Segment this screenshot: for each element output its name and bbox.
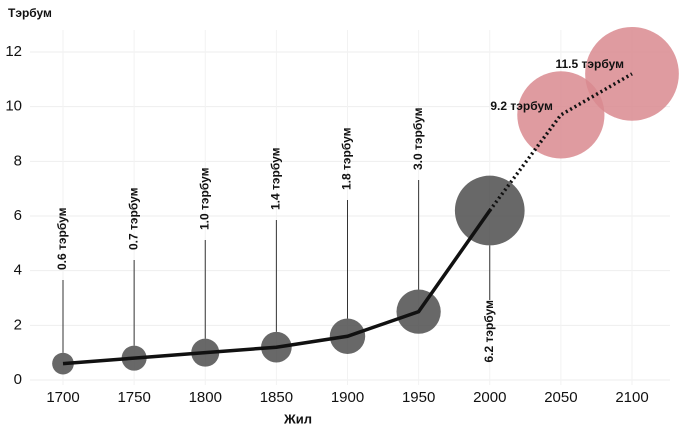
y-axis-label: Тэрбум — [8, 6, 52, 20]
annotation: 1.4 тэрбум — [269, 147, 283, 210]
y-tick-label: 0 — [14, 371, 22, 388]
annotation: 3.0 тэрбум — [411, 107, 425, 170]
x-tick-label: 1850 — [260, 389, 293, 406]
x-tick-label: 1900 — [331, 389, 364, 406]
x-tick-label: 2050 — [544, 389, 577, 406]
y-tick-label: 4 — [14, 262, 22, 279]
annotation: 1.8 тэрбум — [340, 127, 354, 190]
y-tick-label: 2 — [14, 316, 22, 333]
x-tick-label: 1750 — [117, 389, 150, 406]
y-tick-label: 10 — [5, 98, 22, 115]
bubble — [517, 71, 605, 159]
line — [62, 209, 492, 366]
y-tick-label: 8 — [14, 152, 22, 169]
x-tick-label: 1700 — [46, 389, 79, 406]
x-tick-label: 2000 — [473, 389, 506, 406]
x-tick-label: 2100 — [615, 389, 648, 406]
annotation: 0.6 тэрбум — [55, 207, 69, 270]
x-axis-label: Жил — [283, 411, 312, 426]
annotation: 9.2 тэрбум — [490, 99, 553, 113]
annotation: 6.2 тэрбум — [482, 300, 496, 363]
annotation: 0.7 тэрбум — [126, 187, 140, 250]
x-tick-label: 1800 — [189, 389, 222, 406]
annotation: 11.5 тэрбум — [555, 57, 624, 71]
x-tick-label: 1950 — [402, 389, 435, 406]
annotation: 1.0 тэрбум — [197, 167, 211, 230]
y-tick-label: 12 — [5, 43, 22, 60]
y-tick-label: 6 — [14, 207, 22, 224]
